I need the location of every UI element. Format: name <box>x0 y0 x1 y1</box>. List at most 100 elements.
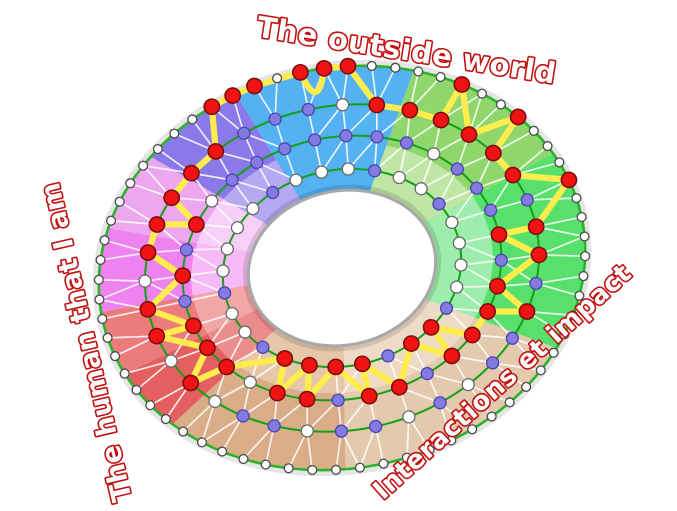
node-white-outer[interactable] <box>307 464 318 476</box>
node-purple-inner[interactable] <box>217 286 232 300</box>
node-white-inner[interactable] <box>314 165 329 179</box>
node-red-selected[interactable] <box>530 246 548 264</box>
node-purple-mid-inner[interactable] <box>178 294 192 309</box>
node-red-selected[interactable] <box>353 355 371 373</box>
node-red-selected[interactable] <box>268 384 286 402</box>
node-white-inner[interactable] <box>445 215 459 230</box>
node-purple-mid-outer[interactable] <box>268 112 282 126</box>
node-white-inner[interactable] <box>414 182 428 196</box>
node-red-selected[interactable] <box>402 335 420 353</box>
node-white-outer[interactable] <box>152 144 163 155</box>
node-red-selected[interactable] <box>148 327 166 345</box>
node-purple-inner[interactable] <box>367 164 382 178</box>
node-white-mid-outer[interactable] <box>138 274 152 288</box>
node-white-mid-outer[interactable] <box>208 394 222 409</box>
node-white-outer[interactable] <box>542 141 553 152</box>
node-purple-mid-inner[interactable] <box>370 130 384 144</box>
node-purple-inner[interactable] <box>256 340 270 354</box>
node-purple-mid-outer[interactable] <box>236 409 250 423</box>
node-red-selected[interactable] <box>518 302 536 320</box>
node-white-outer[interactable] <box>114 196 125 207</box>
node-purple-inner[interactable] <box>432 197 446 211</box>
node-white-outer[interactable] <box>102 332 113 343</box>
node-red-selected[interactable] <box>148 215 166 233</box>
node-red-selected[interactable] <box>182 164 200 182</box>
node-white-outer[interactable] <box>93 274 104 285</box>
node-purple-mid-outer[interactable] <box>505 331 519 345</box>
node-red-selected[interactable] <box>422 318 440 336</box>
node-purple-inner[interactable] <box>439 301 454 315</box>
node-white-outer[interactable] <box>574 290 585 301</box>
node-red-selected[interactable] <box>207 142 225 160</box>
node-white-inner[interactable] <box>450 280 464 294</box>
node-purple-mid-outer[interactable] <box>267 419 281 433</box>
node-purple-mid-inner[interactable] <box>420 366 434 381</box>
node-white-outer[interactable] <box>145 400 156 411</box>
node-white-outer[interactable] <box>330 464 342 475</box>
node-purple-mid-inner[interactable] <box>494 253 508 267</box>
node-red-selected[interactable] <box>490 226 508 244</box>
node-red-selected[interactable] <box>432 111 450 129</box>
node-red-selected[interactable] <box>187 216 205 234</box>
node-red-selected[interactable] <box>479 302 497 320</box>
node-red-selected[interactable] <box>174 267 192 285</box>
node-white-outer[interactable] <box>99 235 110 246</box>
node-red-selected[interactable] <box>443 347 461 365</box>
node-purple-inner[interactable] <box>266 185 280 200</box>
node-white-outer[interactable] <box>217 446 228 457</box>
node-white-outer[interactable] <box>554 157 565 168</box>
node-red-selected[interactable] <box>291 63 309 81</box>
node-white-inner[interactable] <box>216 264 230 278</box>
node-white-outer[interactable] <box>424 444 435 456</box>
node-white-outer[interactable] <box>160 413 171 425</box>
node-white-mid-outer[interactable] <box>164 354 178 368</box>
node-purple-mid-inner[interactable] <box>308 133 322 147</box>
node-white-mid-outer[interactable] <box>402 410 416 424</box>
node-white-outer[interactable] <box>571 193 582 204</box>
node-red-selected[interactable] <box>315 59 333 77</box>
node-white-mid-outer[interactable] <box>461 377 475 392</box>
node-red-selected[interactable] <box>339 57 357 75</box>
node-white-outer[interactable] <box>495 99 506 110</box>
node-red-selected[interactable] <box>463 326 481 344</box>
node-white-inner[interactable] <box>238 325 252 339</box>
node-white-outer[interactable] <box>95 254 106 265</box>
node-purple-mid-outer[interactable] <box>520 193 534 207</box>
node-red-selected[interactable] <box>198 339 216 357</box>
node-purple-mid-inner[interactable] <box>179 243 194 257</box>
node-red-selected[interactable] <box>360 387 378 405</box>
node-red-selected[interactable] <box>509 108 527 126</box>
node-white-outer[interactable] <box>476 88 488 99</box>
node-white-outer[interactable] <box>283 463 294 474</box>
node-white-outer[interactable] <box>187 114 198 125</box>
node-red-selected[interactable] <box>390 378 408 396</box>
node-white-mid-outer[interactable] <box>335 98 350 112</box>
node-purple-mid-inner[interactable] <box>483 203 498 217</box>
node-white-inner[interactable] <box>246 201 260 216</box>
node-white-outer[interactable] <box>579 231 590 242</box>
node-purple-inner[interactable] <box>381 349 395 363</box>
node-red-selected[interactable] <box>401 101 419 119</box>
node-red-selected[interactable] <box>560 171 578 189</box>
node-white-outer[interactable] <box>504 397 515 408</box>
node-white-outer[interactable] <box>378 458 389 469</box>
node-purple-mid-inner[interactable] <box>331 393 345 407</box>
node-red-selected[interactable] <box>224 87 242 105</box>
node-red-selected[interactable] <box>484 144 502 162</box>
node-red-selected[interactable] <box>327 358 345 376</box>
node-red-selected[interactable] <box>460 126 478 144</box>
node-white-outer[interactable] <box>131 384 142 395</box>
node-purple-mid-inner[interactable] <box>450 162 464 176</box>
node-white-outer[interactable] <box>567 310 579 321</box>
node-white-outer[interactable] <box>528 125 539 136</box>
node-white-outer[interactable] <box>97 313 108 324</box>
node-white-outer[interactable] <box>110 351 121 362</box>
node-red-selected[interactable] <box>488 277 506 295</box>
node-white-outer[interactable] <box>260 459 271 470</box>
node-white-outer[interactable] <box>401 452 412 463</box>
node-white-outer[interactable] <box>446 435 457 446</box>
node-white-outer[interactable] <box>138 160 149 171</box>
node-white-outer[interactable] <box>354 462 365 473</box>
node-white-outer[interactable] <box>366 60 377 72</box>
node-white-inner[interactable] <box>341 162 355 176</box>
